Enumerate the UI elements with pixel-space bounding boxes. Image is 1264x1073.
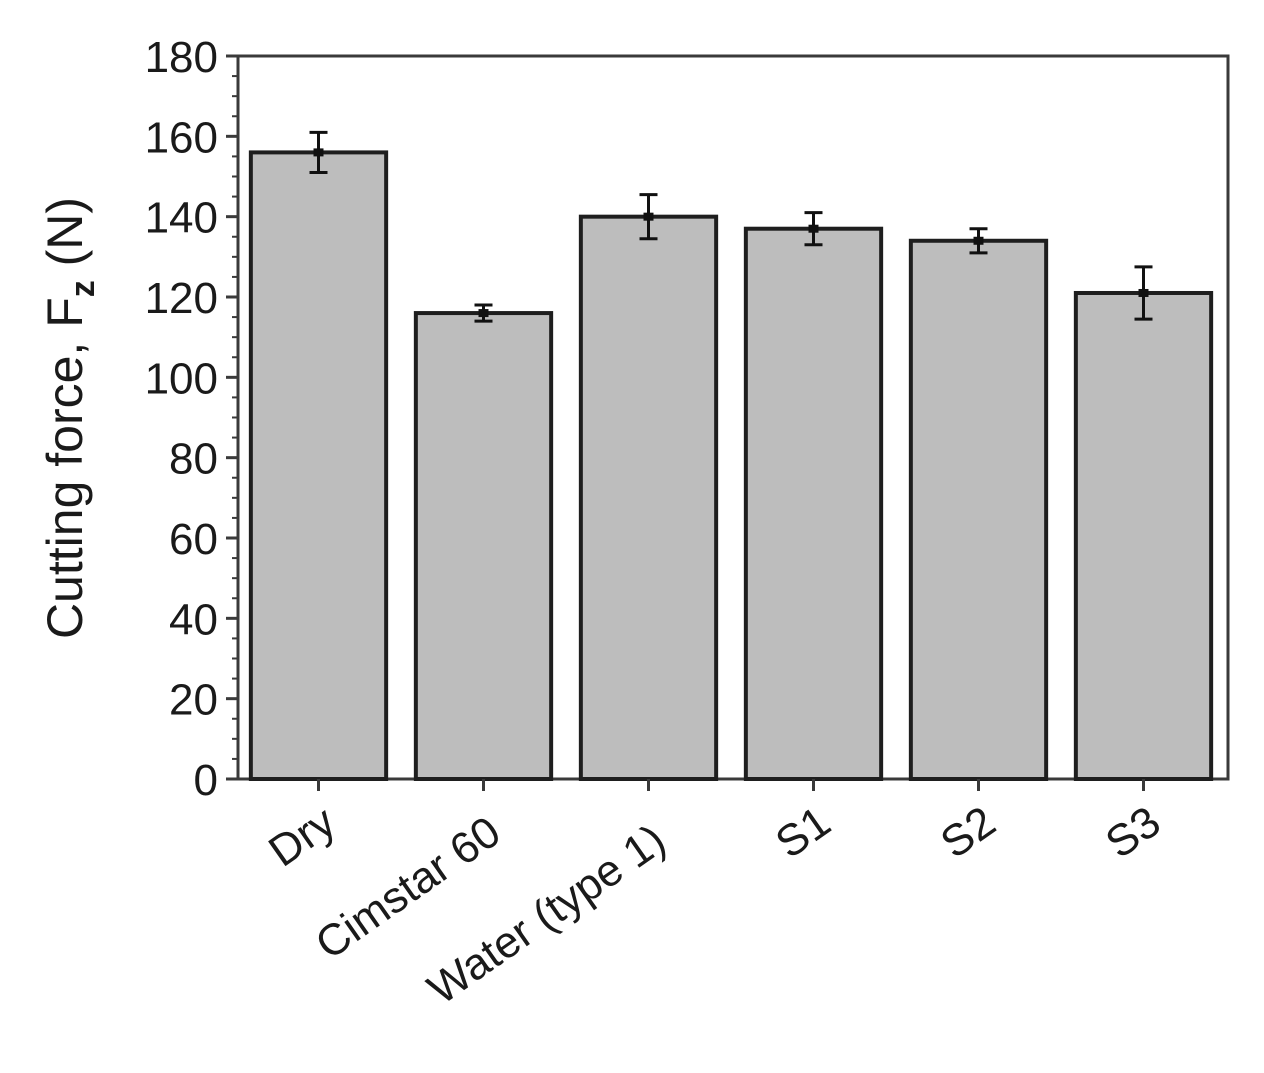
y-tick-label: 140	[145, 194, 218, 243]
x-tick-label: S3	[1097, 797, 1169, 868]
bar	[413, 311, 554, 781]
y-tick-label: 40	[169, 595, 218, 644]
y-tick-label: 120	[145, 274, 218, 323]
y-tick-label: 60	[169, 515, 218, 564]
y-tick-label: 80	[169, 435, 218, 484]
bar	[743, 226, 884, 781]
error-bars-layer	[309, 130, 1153, 323]
y-tick-label: 20	[169, 676, 218, 725]
bar	[578, 214, 719, 781]
x-tick-label: Dry	[260, 797, 344, 876]
x-tick-label: S1	[767, 797, 839, 868]
bars-layer	[248, 150, 1214, 781]
y-axis-label: Cutting force, Fz (N)	[37, 197, 102, 639]
y-axis-label-unit: (N)	[37, 197, 93, 280]
bar	[248, 150, 389, 781]
y-tick-label: 0	[194, 756, 218, 805]
error-bar-center	[973, 236, 984, 245]
y-axis: 0 20 40 60 80 100 120 140 160 180	[145, 33, 238, 805]
y-tick-label: 180	[145, 33, 218, 82]
x-tick-label: S2	[932, 797, 1004, 868]
error-bar-center	[1138, 288, 1149, 297]
error-bar-center	[313, 148, 324, 157]
y-tick-label: 160	[145, 113, 218, 162]
bar	[908, 238, 1049, 781]
y-tick-label: 100	[145, 354, 218, 403]
error-bar-center	[478, 309, 489, 318]
bar	[1073, 290, 1214, 781]
error-bar-center	[808, 224, 819, 233]
y-axis-label-main: Cutting force, F	[37, 297, 93, 639]
error-bar-center	[643, 212, 654, 221]
y-axis-label-subscript: z	[64, 280, 102, 297]
